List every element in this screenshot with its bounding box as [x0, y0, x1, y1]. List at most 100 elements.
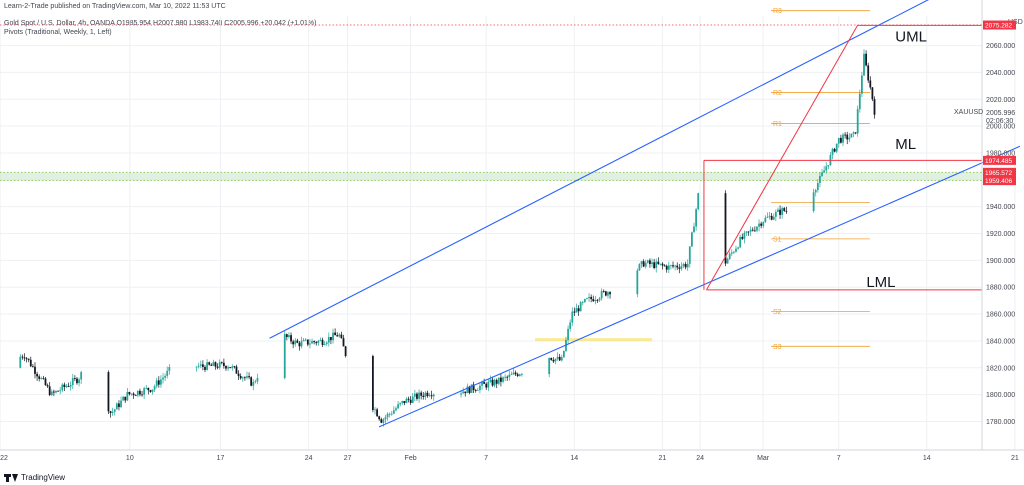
- candle-body: [772, 216, 775, 220]
- trend-drawings: [269, 0, 1021, 428]
- current-symbol: XAUUSD: [954, 109, 983, 116]
- candle-body: [560, 357, 563, 361]
- price-label-box: [983, 176, 1016, 186]
- support-zone-band: [0, 172, 982, 181]
- candle-body: [646, 260, 649, 263]
- candle-body: [319, 339, 322, 341]
- candle-body: [680, 266, 683, 269]
- candle-body: [583, 299, 586, 302]
- candle-body: [107, 372, 110, 412]
- candle-body: [128, 391, 131, 395]
- candle-body: [863, 53, 865, 76]
- candle-body: [602, 291, 605, 292]
- candle-body: [388, 413, 391, 415]
- candle-body: [873, 99, 876, 115]
- candle-body: [311, 341, 313, 344]
- candle-body: [861, 75, 863, 94]
- candle-body: [390, 413, 393, 415]
- candle-body: [416, 393, 418, 399]
- candle-body: [422, 395, 425, 397]
- candle-body: [472, 384, 475, 391]
- candle-body: [395, 408, 397, 411]
- candle-body: [225, 365, 227, 369]
- candle-body: [296, 340, 299, 343]
- candle-body: [869, 80, 872, 88]
- price-label-text: 2075.282: [985, 23, 1012, 30]
- y-tick-label: 1840.000: [986, 338, 1015, 345]
- candle-body: [732, 251, 735, 253]
- candle-body: [246, 376, 248, 378]
- candle-body: [743, 232, 746, 239]
- candle-body: [474, 390, 477, 391]
- y-tick-label: 1820.000: [986, 365, 1015, 372]
- lower-channel-line: [378, 145, 1021, 428]
- candle-body: [558, 356, 561, 361]
- candle-body: [338, 334, 341, 337]
- candle-body: [667, 265, 670, 270]
- candle-body: [143, 388, 146, 395]
- candle-body: [252, 382, 255, 386]
- candle-body: [292, 341, 295, 345]
- x-tick-label: 14: [570, 455, 578, 462]
- candle-body: [111, 411, 114, 413]
- candle-body: [115, 403, 118, 410]
- candle-body: [145, 387, 148, 389]
- candle-body: [48, 386, 51, 395]
- candle-body: [852, 132, 855, 134]
- y-tick-label: 1940.000: [986, 204, 1015, 211]
- x-tick-label: 7: [484, 455, 488, 462]
- candle-body: [516, 374, 519, 376]
- candle-body: [403, 400, 406, 404]
- y-tick-label: 1920.000: [986, 231, 1015, 238]
- swing-line: [706, 25, 858, 291]
- candle-body: [248, 376, 250, 378]
- candle-body: [216, 366, 219, 368]
- candle-body: [241, 377, 244, 379]
- candle-body: [858, 93, 861, 110]
- candle-body: [59, 390, 62, 392]
- candle-body: [510, 374, 513, 376]
- candle-body: [604, 291, 607, 296]
- candle-body: [642, 261, 645, 267]
- candle-body: [479, 385, 481, 391]
- x-tick-label: 14: [923, 455, 931, 462]
- candle-body: [753, 230, 756, 232]
- candle-body: [420, 392, 423, 396]
- candle-body: [332, 332, 334, 341]
- candle-body: [126, 391, 129, 401]
- candle-body: [682, 264, 685, 267]
- pivot-label-r1: R1: [773, 121, 782, 128]
- candle-body: [55, 390, 57, 393]
- candle-body: [67, 386, 70, 387]
- candle-body: [661, 263, 664, 266]
- candle-body: [19, 356, 22, 368]
- candle-body: [285, 334, 288, 338]
- candle-body: [197, 365, 200, 367]
- candle-body: [309, 343, 311, 345]
- candle-body: [38, 376, 41, 379]
- candle-body: [120, 400, 122, 408]
- candle-body: [508, 374, 511, 378]
- candle-body: [489, 379, 492, 382]
- candle-body: [288, 335, 290, 338]
- candle-body: [521, 374, 523, 375]
- pivots-indicator-line[interactable]: Pivots (Traditional, Weekly, 1, Left): [4, 29, 112, 36]
- candle-body: [256, 378, 259, 382]
- candle-body: [63, 384, 66, 388]
- y-tick-label: 1980.000: [986, 150, 1015, 157]
- annotation-uml: UML: [895, 29, 927, 46]
- candle-body: [481, 382, 483, 386]
- price-label-box: [983, 155, 1016, 165]
- candle-body: [34, 366, 36, 374]
- candle-body: [497, 377, 500, 384]
- candle-body: [237, 373, 240, 376]
- pivot-label-s3: S3: [773, 344, 782, 351]
- candle-body: [212, 362, 215, 366]
- candle-body: [550, 357, 553, 360]
- candle-body: [485, 383, 488, 388]
- candle-body: [157, 380, 160, 385]
- candle-body: [695, 209, 698, 227]
- candle-body: [814, 190, 817, 193]
- pivot-label-s2: S2: [773, 309, 782, 316]
